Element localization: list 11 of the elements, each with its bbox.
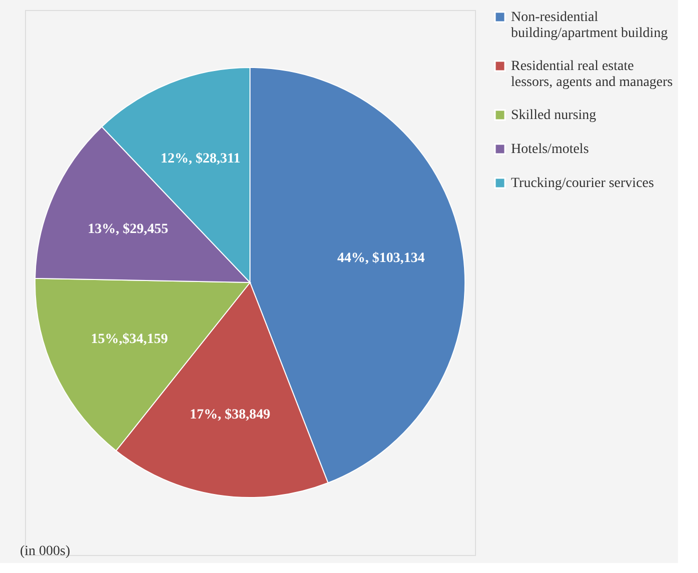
legend-label: Non-residential building/apartment building (511, 10, 668, 41)
data-label: 17%, $38,849 (190, 407, 270, 422)
text: (in 000s) (20, 544, 70, 559)
data-label: 12%, $28,311 (160, 152, 240, 167)
data-label: 44%, $103,134 (337, 250, 425, 266)
legend-label: Skilled nursing (511, 108, 596, 123)
legend-label: Trucking/courier services (511, 176, 654, 191)
data-label: 13%, $29,455 (88, 222, 168, 237)
legend-label: Residential real estate lessors, agents and managers (511, 59, 673, 90)
data-label: 15%,$34,159 (90, 332, 168, 348)
legend-label: Hotels/motels (511, 142, 589, 157)
